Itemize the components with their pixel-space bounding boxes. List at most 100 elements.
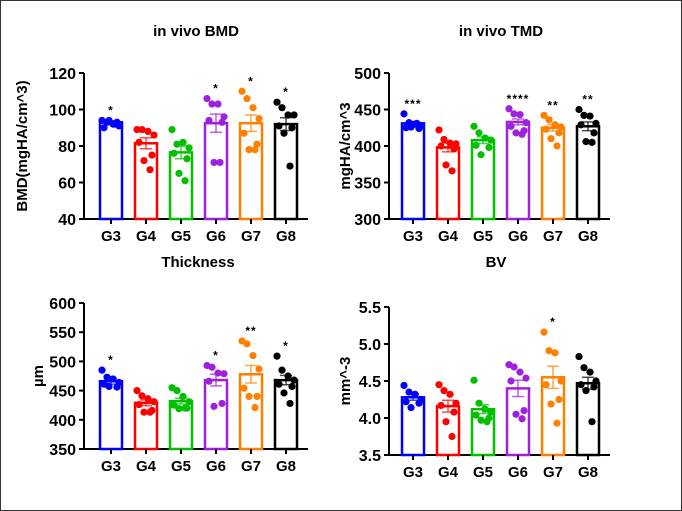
y-tick-label: 500 (49, 354, 76, 371)
data-point-G8 (592, 119, 600, 127)
significance-marker: * (108, 103, 114, 117)
data-point-G7 (547, 400, 555, 408)
significance-marker: * (283, 339, 289, 353)
significance-marker: * (213, 82, 219, 96)
x-tick-label: G6 (508, 464, 528, 481)
data-point-G6 (516, 111, 524, 119)
bar-G7 (238, 121, 264, 221)
x-tick-label: G4 (438, 228, 459, 245)
data-point-G4 (133, 125, 141, 134)
data-point-G7 (245, 146, 253, 154)
data-point-G6 (518, 415, 526, 423)
data-point-G3 (400, 381, 408, 390)
data-point-G8 (275, 122, 283, 130)
data-point-G4 (138, 125, 146, 134)
data-point-G3 (400, 110, 408, 118)
data-point-G6 (507, 122, 515, 130)
chart-panel-0: in vivo BMD BMD(mgHA/cm^3) 40 60 80 100 120 G3 *… (14, 23, 308, 245)
bar-G8 (273, 122, 299, 221)
data-point-G7 (243, 340, 251, 348)
bar-G4 (435, 146, 461, 221)
significance-marker: * (248, 74, 254, 88)
x-tick-label: G4 (438, 464, 459, 481)
data-point-G5 (470, 122, 478, 130)
data-point-G4 (437, 401, 445, 410)
data-point-G7 (540, 111, 548, 119)
data-point-G8 (278, 366, 286, 374)
data-point-G4 (440, 135, 448, 144)
data-point-G6 (205, 377, 213, 385)
data-point-G4 (135, 138, 143, 146)
data-point-G7 (545, 116, 553, 124)
data-point-G6 (512, 129, 520, 137)
data-point-G8 (575, 352, 583, 361)
x-tick-label: G8 (276, 458, 296, 475)
y-tick-label: 450 (354, 103, 381, 120)
data-point-G4 (144, 127, 152, 135)
data-point-G5 (472, 411, 480, 419)
data-point-G7 (245, 392, 253, 401)
data-point-G8 (288, 124, 296, 132)
chart-title: in vivo BMD (153, 23, 239, 40)
x-tick-label: G5 (473, 228, 493, 245)
data-point-G7 (542, 381, 550, 389)
data-point-G3 (415, 399, 423, 407)
data-point-G7 (547, 135, 555, 143)
data-point-G4 (448, 432, 456, 441)
data-point-G6 (218, 118, 226, 126)
significance-marker: * (550, 315, 556, 329)
y-tick-label: 450 (49, 384, 76, 401)
data-point-G8 (577, 381, 585, 389)
x-tick-label: G7 (543, 464, 563, 481)
x-tick-label: G3 (403, 228, 423, 245)
y-tick-label: 100 (49, 103, 76, 120)
data-point-G8 (286, 162, 294, 170)
bar-G6 (203, 378, 229, 451)
data-point-G7 (553, 142, 561, 150)
data-point-G6 (216, 158, 224, 167)
data-point-G4 (435, 126, 443, 134)
data-point-G6 (510, 110, 518, 118)
chart-panel-2: Thickness µm 350 400 450 500 550 600 G3 * G4 G5 G6 * G… (30, 254, 308, 475)
data-point-G4 (140, 408, 148, 416)
bar-G6 (505, 387, 531, 457)
data-point-G6 (210, 402, 218, 410)
y-tick-label: 5.0 (359, 337, 381, 354)
x-tick-label: G5 (171, 458, 191, 475)
data-point-G7 (243, 94, 251, 103)
data-point-G7 (551, 349, 559, 357)
data-point-G6 (220, 370, 228, 378)
significance-marker: * (283, 85, 289, 99)
bar-G3 (400, 122, 426, 221)
data-point-G7 (249, 351, 257, 360)
data-point-G8 (577, 121, 585, 129)
x-tick-label: G7 (543, 228, 563, 245)
y-tick-label: 500 (354, 66, 381, 83)
y-tick-label: 40 (58, 212, 76, 229)
y-tick-label: 5.5 (359, 300, 381, 317)
data-point-G6 (516, 368, 524, 376)
data-point-G5 (170, 149, 178, 157)
data-point-G4 (140, 157, 148, 165)
data-point-G6 (522, 119, 530, 127)
data-point-G5 (173, 387, 181, 395)
data-point-G4 (148, 151, 156, 159)
significance-marker: **** (507, 92, 530, 106)
chart-panel-3: BV mm^-3 3.5 4.0 4.5 5.0 5.5 G3 G4 G5 G6 G7 * G8 (337, 254, 610, 481)
data-point-G7 (251, 146, 259, 154)
x-tick-label: G8 (578, 464, 598, 481)
y-tick-label: 550 (49, 325, 76, 342)
y-tick-label: 3.5 (359, 448, 381, 465)
data-point-G7 (253, 392, 261, 401)
data-point-G3 (113, 383, 121, 391)
data-point-G4 (446, 390, 454, 398)
data-point-G3 (407, 404, 415, 412)
data-point-G4 (437, 142, 445, 150)
data-point-G7 (253, 140, 261, 148)
x-tick-label: G6 (206, 458, 226, 475)
data-point-G8 (284, 111, 292, 119)
data-point-G4 (135, 401, 143, 409)
data-point-G8 (580, 111, 588, 119)
